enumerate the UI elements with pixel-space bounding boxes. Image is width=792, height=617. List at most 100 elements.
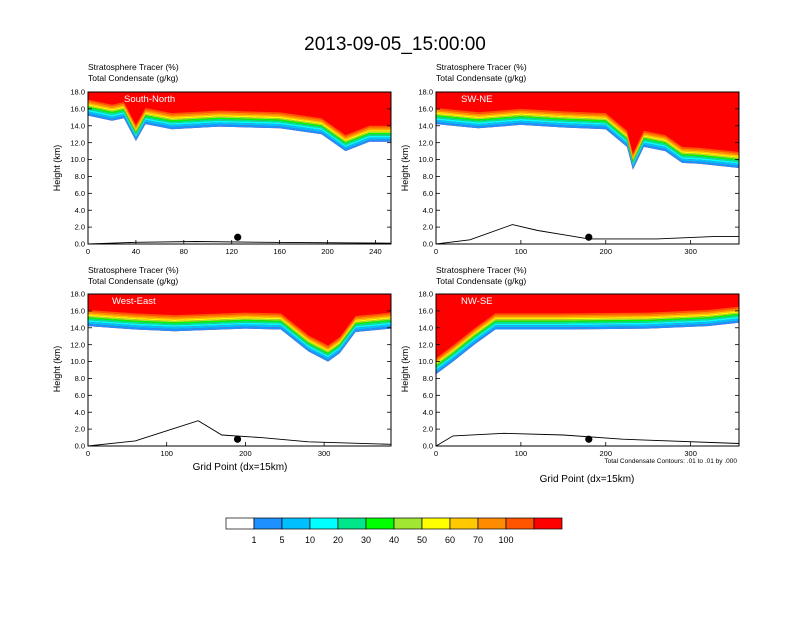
colorbar-label-4: 20 bbox=[333, 535, 343, 545]
panel-2-title: SW-NE bbox=[461, 94, 493, 105]
panel-1-xtick-label: 40 bbox=[132, 247, 140, 256]
panel-4-ytick-label: 12.0 bbox=[418, 340, 433, 349]
panel-3-tracer-band-2 bbox=[88, 321, 391, 360]
panel-4-ytick-label: 4.0 bbox=[423, 408, 433, 417]
panel-2-tracer-band-10 bbox=[436, 108, 739, 156]
panel-1-ytick-label: 16.0 bbox=[70, 104, 85, 113]
colorbar-label-1: 1 bbox=[251, 535, 256, 545]
panel-1-xtick-label: 80 bbox=[180, 247, 188, 256]
panel-3-ytick-label: 8.0 bbox=[75, 374, 85, 383]
colorbar-box-7 bbox=[393, 517, 423, 530]
panel-3-field-label-2: Total Condensate (g/kg) bbox=[88, 276, 178, 286]
panel-2-tracer-band-2 bbox=[436, 119, 739, 168]
colorbar-label-8: 60 bbox=[445, 535, 455, 545]
colorbar-label-5: 30 bbox=[361, 535, 371, 545]
panel-3-tracer-band-10 bbox=[88, 310, 391, 348]
colorbar-label-10: 100 bbox=[498, 535, 513, 545]
panel-1-xtick-label: 240 bbox=[369, 247, 382, 256]
panel-4-location-marker bbox=[585, 435, 593, 443]
panel-3-frame bbox=[87, 293, 392, 447]
colorbar-box-4 bbox=[309, 517, 339, 530]
panel-1-ytick-label: 0.0 bbox=[75, 240, 85, 249]
panel-4: NW-SE 0.0 2.0 4.0 6.0 8.0 10.0 12.0 14.0 16.0 18.0… bbox=[418, 290, 740, 458]
colorbar-box-12 bbox=[533, 517, 563, 530]
panel-3-ytick-label: 18.0 bbox=[70, 290, 85, 299]
panel-1-xtick-label: 120 bbox=[225, 247, 238, 256]
panel-4-xtick-label: 0 bbox=[434, 449, 438, 458]
panel-1-terrain-line bbox=[88, 241, 391, 244]
panel-3-ytick-label: 14.0 bbox=[70, 323, 85, 332]
panel-1-ylabel: Height (km) bbox=[52, 145, 62, 192]
panel-3-xtick-label: 200 bbox=[239, 449, 252, 458]
panel-4-title: NW-SE bbox=[461, 296, 493, 307]
colorbar-box-9 bbox=[449, 517, 479, 530]
panel-3-xtick-label: 100 bbox=[160, 449, 173, 458]
colorbar-label-9: 70 bbox=[473, 535, 483, 545]
panel-4-ytick-label: 18.0 bbox=[418, 290, 433, 299]
panel-4-ytick-label: 14.0 bbox=[418, 323, 433, 332]
panel-4-xtick-label: 200 bbox=[599, 449, 612, 458]
panel-1-ytick-label: 12.0 bbox=[70, 138, 85, 147]
colorbar: 1 5 10 20 30 40 50 60 70 100 bbox=[225, 517, 563, 545]
colorbar-box-8 bbox=[421, 517, 451, 530]
panel-4-ytick-label: 2.0 bbox=[423, 425, 433, 434]
panel-2-ylabel: Height (km) bbox=[400, 145, 410, 192]
panel-3-xlabel: Grid Point (dx=15km) bbox=[193, 462, 288, 473]
panel-1-ytick-label: 6.0 bbox=[75, 189, 85, 198]
panel-2-ytick-label: 4.0 bbox=[423, 206, 433, 215]
panel-4-tracer-band-2 bbox=[436, 318, 739, 373]
panel-3-ytick-label: 2.0 bbox=[75, 425, 85, 434]
colorbar-box-2 bbox=[253, 517, 283, 530]
colorbar-box-10 bbox=[477, 517, 507, 530]
panel-2-ytick-label: 14.0 bbox=[418, 121, 433, 130]
panel-3-ytick-label: 12.0 bbox=[70, 340, 85, 349]
panel-3-xtick-label: 300 bbox=[318, 449, 331, 458]
contour-note: Total Condensate Contours: .01 to .01 by… bbox=[604, 458, 737, 465]
colorbar-label-7: 50 bbox=[417, 535, 427, 545]
panel-3-xtick-label: 0 bbox=[86, 449, 90, 458]
panel-1-xtick-label: 200 bbox=[321, 247, 334, 256]
panel-1-field-label-2: Total Condensate (g/kg) bbox=[88, 73, 178, 83]
panel-3-title: West-East bbox=[112, 296, 156, 307]
colorbar-label-3: 10 bbox=[305, 535, 315, 545]
panel-2-ytick-label: 10.0 bbox=[418, 155, 433, 164]
panel-4-field-label-2: Total Condensate (g/kg) bbox=[436, 276, 526, 286]
colorbar-label-6: 40 bbox=[389, 535, 399, 545]
colorbar-box-5 bbox=[337, 517, 367, 530]
panel-3-ylabel: Height (km) bbox=[52, 346, 62, 393]
panel-3-ytick-label: 0.0 bbox=[75, 442, 85, 451]
colorbar-box-3 bbox=[281, 517, 311, 530]
panel-4-xtick-label: 100 bbox=[515, 449, 528, 458]
colorbar-box-1 bbox=[225, 517, 255, 530]
panel-3-ytick-label: 4.0 bbox=[75, 408, 85, 417]
panel-1-xtick-label: 0 bbox=[86, 247, 90, 256]
panels-group: South-North 0.0 2.0 4.0 6.0 8.0 10.0 12.0 14.0 16… bbox=[70, 88, 740, 458]
panel-2-ytick-label: 6.0 bbox=[423, 189, 433, 198]
panel-2-ytick-label: 18.0 bbox=[418, 88, 433, 97]
panel-2-field-label-2: Total Condensate (g/kg) bbox=[436, 73, 526, 83]
panel-2-xtick-label: 100 bbox=[515, 247, 528, 256]
panel-1-frame bbox=[87, 91, 392, 245]
panel-3-ytick-label: 10.0 bbox=[70, 357, 85, 366]
panel-2-terrain-line bbox=[436, 224, 739, 244]
panel-3-ytick-label: 6.0 bbox=[75, 391, 85, 400]
panel-2-ytick-label: 8.0 bbox=[423, 172, 433, 181]
panel-4-ytick-label: 6.0 bbox=[423, 391, 433, 400]
panel-2-ytick-label: 2.0 bbox=[423, 223, 433, 232]
panel-4-tracer-band-1 bbox=[436, 320, 739, 375]
panel-1-ytick-label: 4.0 bbox=[75, 206, 85, 215]
panel-4-ytick-label: 0.0 bbox=[423, 442, 433, 451]
panel-1-ytick-label: 14.0 bbox=[70, 121, 85, 130]
panel-4-field-label-1: Stratosphere Tracer (%) bbox=[436, 265, 527, 275]
panel-2: SW-NE 0.0 2.0 4.0 6.0 8.0 10.0 12.0 14.0 16.0 18.0… bbox=[418, 88, 740, 256]
panel-2-xtick-label: 200 bbox=[599, 247, 612, 256]
panel-4-terrain-line bbox=[436, 432, 739, 446]
panel-4-ytick-label: 16.0 bbox=[418, 306, 433, 315]
panel-1-ytick-label: 10.0 bbox=[70, 155, 85, 164]
panel-2-xtick-label: 0 bbox=[434, 247, 438, 256]
panel-3-tracer-band-3 bbox=[88, 320, 391, 358]
panel-2-ytick-label: 0.0 bbox=[423, 240, 433, 249]
figure-title: 2013-09-05_15:00:00 bbox=[304, 34, 486, 55]
panel-3-ytick-label: 16.0 bbox=[70, 306, 85, 315]
